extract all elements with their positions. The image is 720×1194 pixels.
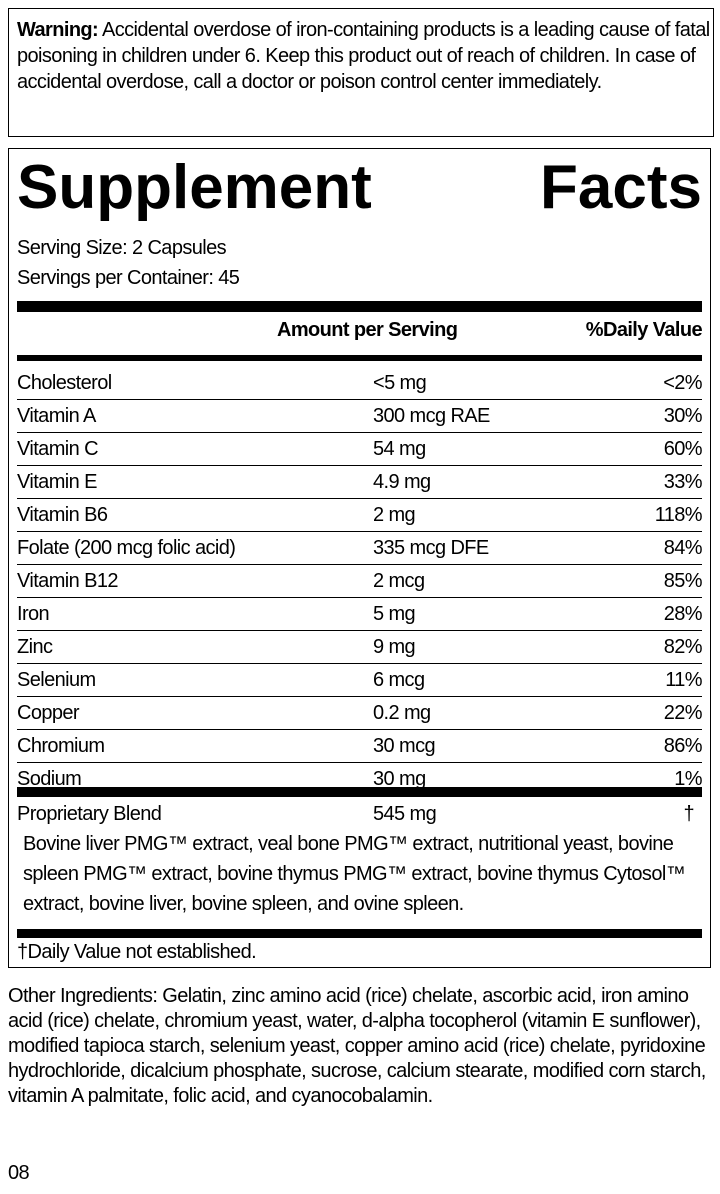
header-daily-value: %Daily Value: [585, 319, 703, 341]
nutrient-row: Folate (200 mcg folic acid) 335 mcg DFE 84…: [17, 532, 703, 565]
nutrient-amount: <5 mg: [373, 372, 427, 394]
column-header: Amount per Serving %Daily Value: [17, 313, 703, 347]
nutrient-row: Vitamin E 4.9 mg 33%: [17, 466, 703, 499]
nutrient-name: Vitamin A: [17, 405, 96, 427]
divider-medium: [17, 355, 702, 361]
nutrient-name: Vitamin B12: [17, 570, 118, 592]
nutrient-row: Cholesterol <5 mg <2%: [17, 367, 703, 400]
nutrient-daily-value: 1%: [674, 768, 702, 790]
nutrient-name: Vitamin E: [17, 471, 97, 493]
nutrient-daily-value: 11%: [665, 669, 702, 691]
nutrient-name: Copper: [17, 702, 80, 724]
nutrient-amount: 6 mcg: [373, 669, 425, 691]
panel-title: Supplement Facts: [17, 153, 702, 223]
servings-per-container: Servings per Container: 45: [17, 267, 240, 289]
blend-description: Bovine liver PMG™ extract, veal bone PMG…: [23, 833, 686, 915]
nutrient-amount: 2 mcg: [373, 570, 425, 592]
nutrient-row: Vitamin B6 2 mg 118%: [17, 499, 703, 532]
title-word-facts: Facts: [540, 153, 702, 222]
divider-thick: [17, 787, 702, 797]
nutrient-row: Vitamin C 54 mg 60%: [17, 433, 703, 466]
nutrient-name: Vitamin C: [17, 438, 99, 460]
nutrient-amount: 54 mg: [373, 438, 426, 460]
nutrient-amount: 335 mcg DFE: [373, 537, 489, 559]
nutrient-daily-value: 22%: [663, 702, 703, 724]
nutrient-daily-value: 33%: [663, 471, 703, 493]
nutrient-row: Iron 5 mg 28%: [17, 598, 703, 631]
nutrient-amount: 300 mcg RAE: [373, 405, 490, 427]
nutrient-name: Selenium: [17, 669, 96, 691]
header-amount: Amount per Serving: [277, 319, 458, 341]
nutrient-name: Chromium: [17, 735, 105, 757]
supplement-facts-panel: Supplement Facts Serving Size: 2 Capsule…: [8, 148, 711, 968]
nutrient-row: Sodium 30 mg 1%: [17, 763, 703, 795]
divider-thick: [17, 929, 702, 938]
blend-amount: 545 mg: [373, 803, 437, 825]
nutrient-daily-value: <2%: [663, 372, 702, 394]
blend-dv: †: [683, 803, 694, 825]
serving-info: Serving Size: 2 Capsules Servings per Co…: [17, 233, 240, 293]
nutrient-name: Cholesterol: [17, 372, 112, 394]
nutrient-daily-value: 60%: [663, 438, 703, 460]
warning-box: Warning: Accidental overdose of iron-con…: [8, 8, 714, 137]
nutrient-amount: 30 mg: [373, 768, 426, 790]
nutrient-name: Vitamin B6: [17, 504, 108, 526]
nutrient-amount: 2 mg: [373, 504, 416, 526]
nutrient-daily-value: 28%: [663, 603, 703, 625]
nutrient-amount: 5 mg: [373, 603, 416, 625]
serving-size: Serving Size: 2 Capsules: [17, 237, 227, 259]
nutrient-daily-value: 84%: [663, 537, 703, 559]
nutrient-daily-value: 118%: [654, 504, 703, 526]
nutrient-name: Zinc: [17, 636, 53, 658]
nutrient-table: Cholesterol <5 mg <2% Vitamin A 300 mcg RAE 3…: [17, 367, 703, 795]
nutrient-name: Folate (200 mcg folic acid): [17, 537, 236, 559]
title-word-supplement: Supplement: [17, 153, 372, 222]
nutrient-amount: 0.2 mg: [373, 702, 431, 724]
nutrient-daily-value: 86%: [663, 735, 703, 757]
nutrient-daily-value: 82%: [663, 636, 703, 658]
nutrient-daily-value: 30%: [663, 405, 703, 427]
footnote: †Daily Value not established.: [17, 941, 257, 963]
proprietary-blend: Proprietary Blend 545 mg † Bovine liver …: [17, 799, 702, 919]
nutrient-row: Vitamin B12 2 mcg 85%: [17, 565, 703, 598]
nutrient-row: Chromium 30 mcg 86%: [17, 730, 703, 763]
nutrient-row: Copper 0.2 mg 22%: [17, 697, 703, 730]
nutrient-row: Vitamin A 300 mcg RAE 30%: [17, 400, 703, 433]
nutrient-daily-value: 85%: [663, 570, 703, 592]
nutrient-amount: 9 mg: [373, 636, 416, 658]
nutrient-row: Zinc 9 mg 82%: [17, 631, 703, 664]
nutrient-name: Sodium: [17, 768, 82, 790]
nutrient-name: Iron: [17, 603, 50, 625]
warning-label: Warning:: [17, 19, 99, 41]
nutrient-amount: 30 mcg: [373, 735, 436, 757]
blend-name: Proprietary Blend: [17, 803, 162, 825]
divider-thick: [17, 301, 702, 312]
warning-text: Accidental overdose of iron-containing p…: [17, 19, 710, 93]
nutrient-row: Selenium 6 mcg 11%: [17, 664, 703, 697]
other-ingredients: Other Ingredients: Gelatin, zinc amino a…: [8, 985, 706, 1107]
nutrient-amount: 4.9 mg: [373, 471, 431, 493]
product-code: 08: [8, 1162, 30, 1184]
